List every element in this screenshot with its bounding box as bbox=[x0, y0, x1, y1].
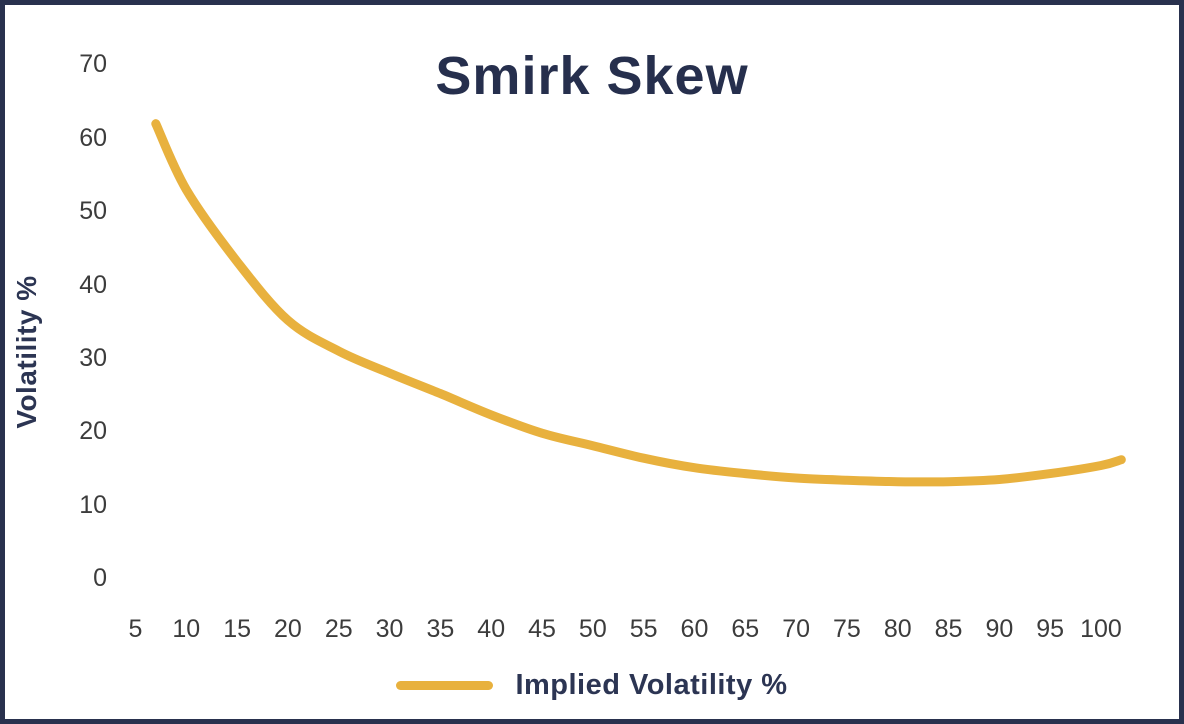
x-tick-label: 70 bbox=[782, 615, 810, 643]
x-tick-label: 15 bbox=[223, 615, 252, 643]
x-tick-label: 95 bbox=[1036, 615, 1065, 643]
x-tick-label: 55 bbox=[629, 615, 658, 643]
x-tick-label: 60 bbox=[680, 615, 709, 643]
x-tick-label: 85 bbox=[934, 615, 963, 643]
x-tick-label: 5 bbox=[128, 615, 143, 643]
x-tick-label: 50 bbox=[578, 615, 607, 643]
x-tick-label: 45 bbox=[528, 615, 556, 643]
x-tick-label: 10 bbox=[172, 615, 201, 643]
x-tick-label: 35 bbox=[426, 615, 455, 643]
y-tick-label: 0 bbox=[93, 564, 107, 592]
implied-volatility-curve bbox=[151, 119, 1126, 487]
x-tick-label: 75 bbox=[833, 615, 861, 643]
y-tick-label: 60 bbox=[79, 123, 107, 152]
legend-label: Implied Volatility % bbox=[515, 668, 788, 701]
y-tick-label: 20 bbox=[79, 417, 107, 446]
x-tick-label: 80 bbox=[883, 615, 912, 643]
y-tick-label: 40 bbox=[79, 270, 107, 299]
chart-title: Smirk Skew bbox=[435, 46, 749, 106]
y-tick-label: 70 bbox=[79, 50, 107, 79]
x-tick-label: 100 bbox=[1080, 615, 1122, 643]
y-tick-label: 30 bbox=[79, 343, 107, 372]
x-tick-label: 25 bbox=[324, 615, 353, 643]
x-tick-label: 40 bbox=[477, 615, 506, 643]
x-tick-label: 90 bbox=[985, 615, 1014, 643]
y-tick-label: 10 bbox=[79, 490, 107, 519]
legend-line-swatch bbox=[396, 680, 494, 690]
legend: Implied Volatility % bbox=[5, 661, 1179, 709]
plot-area bbox=[151, 119, 1126, 487]
y-axis-title: Volatility % bbox=[11, 275, 42, 429]
y-tick-label: 50 bbox=[79, 197, 107, 226]
x-tick-label: 30 bbox=[375, 615, 404, 643]
x-tick-label: 65 bbox=[731, 615, 760, 643]
x-tick-label: 20 bbox=[274, 615, 302, 643]
